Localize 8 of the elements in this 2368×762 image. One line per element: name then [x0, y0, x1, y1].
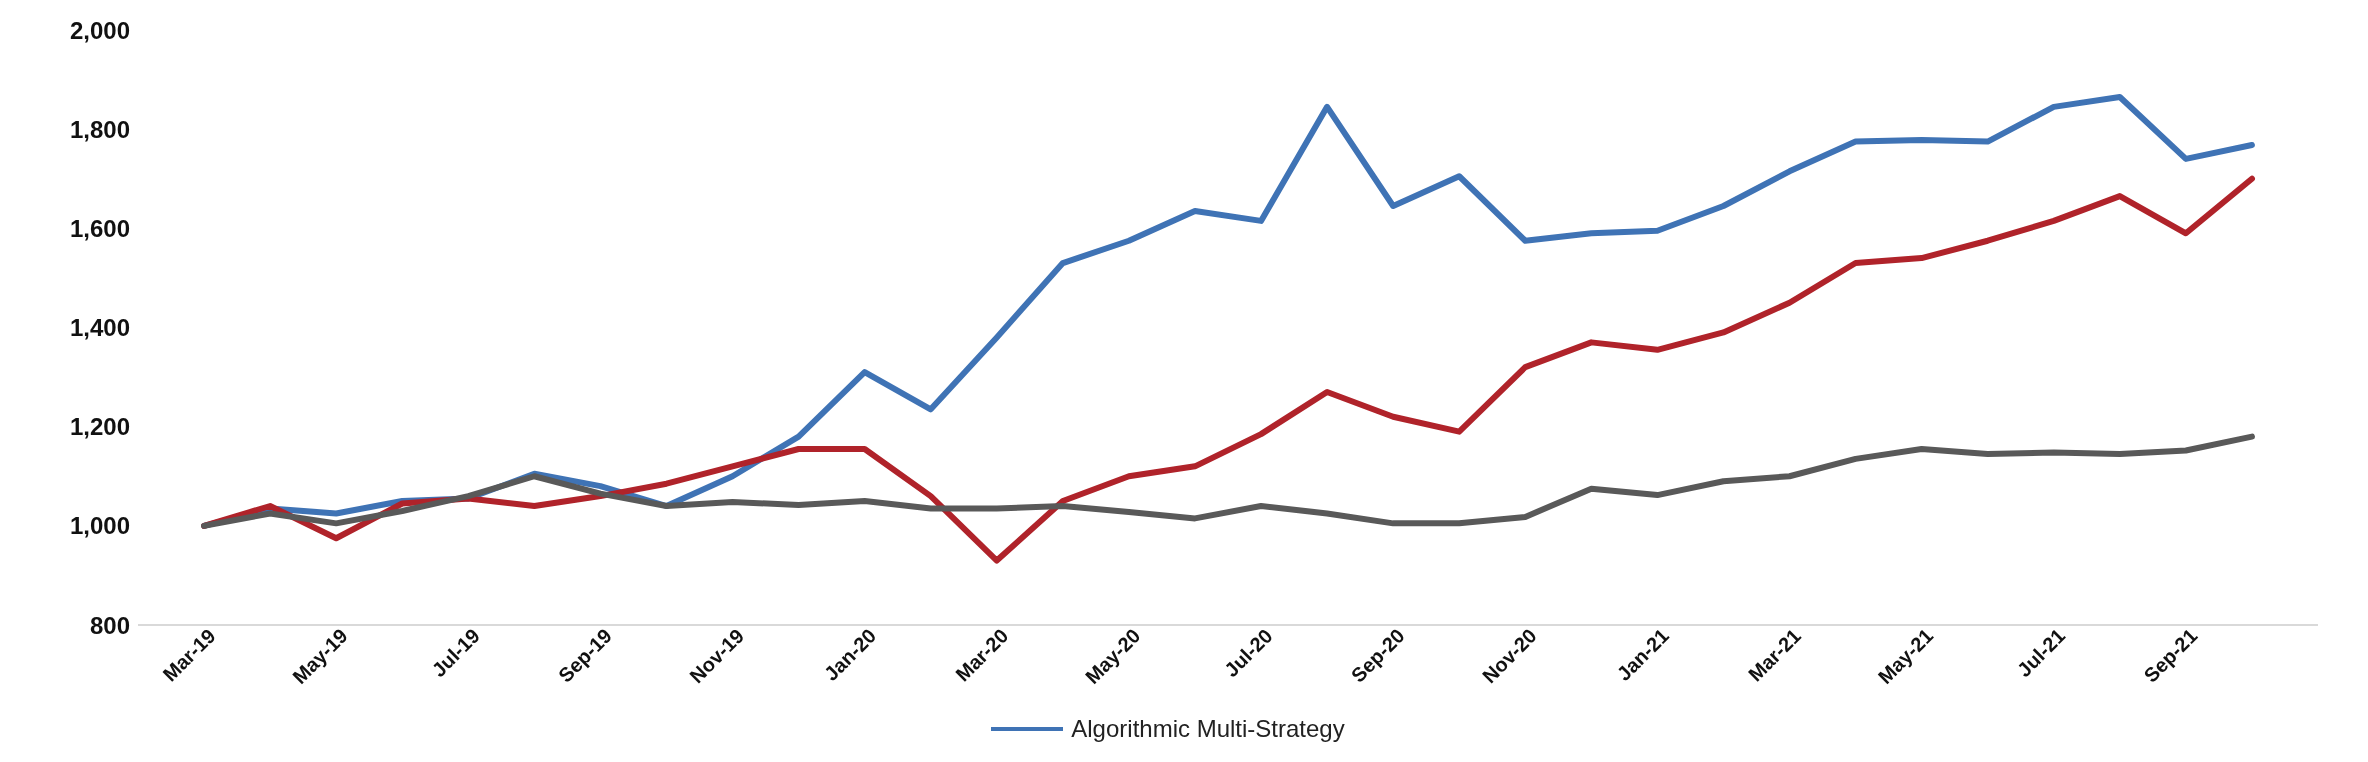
y-tick-label: 1,800	[69, 115, 130, 143]
y-tick-label: 1,000	[69, 512, 130, 540]
legend-label: Algorithmic Multi-Strategy	[1071, 715, 1345, 743]
y-tick-label: 1,600	[69, 214, 130, 242]
y-tick-label: 2,000	[69, 16, 130, 44]
y-tick-label: 1,400	[69, 314, 130, 342]
y-tick-label: 800	[89, 611, 130, 639]
y-tick-label: 1,200	[69, 413, 130, 441]
